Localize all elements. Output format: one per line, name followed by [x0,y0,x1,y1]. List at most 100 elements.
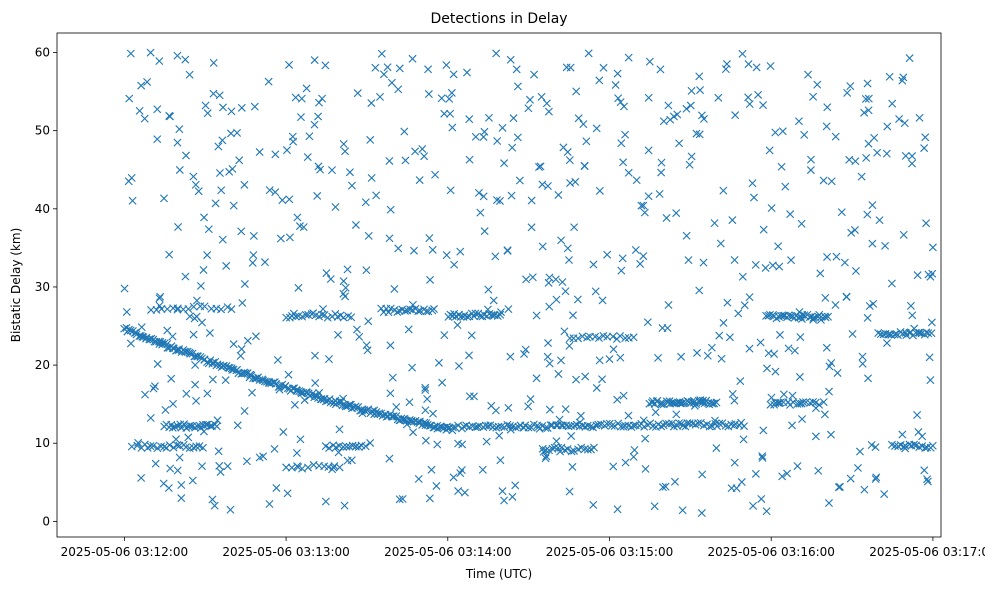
data-point [864,374,873,383]
data-point [321,497,330,506]
data-point [885,72,894,81]
data-point [351,442,360,451]
data-point [160,194,169,203]
data-point [322,269,331,278]
data-point [182,389,191,398]
data-point [532,311,541,320]
data-point [923,475,932,484]
data-point [421,383,430,392]
data-point [394,85,403,94]
data-point [883,122,892,131]
data-point [465,155,474,164]
data-point [364,317,373,326]
data-point [796,333,805,342]
data-point [572,87,581,96]
data-point [595,356,604,365]
data-point [915,113,924,122]
data-point [610,422,619,431]
data-point [851,266,860,275]
data-point [678,506,687,515]
data-point [314,112,323,121]
data-point [225,167,234,176]
data-point [637,201,646,210]
data-point [639,416,648,425]
y-tick-label: 50 [35,124,50,138]
data-point [153,105,162,114]
data-point [362,341,371,350]
data-point [793,462,802,471]
data-point [351,220,360,229]
data-point [165,441,174,450]
data-point [707,343,716,352]
data-point [541,454,550,463]
data-point [728,390,737,398]
data-point [408,300,417,309]
data-point [237,103,246,112]
data-point [831,132,840,141]
x-tick-label: 2025-05-06 03:13:00 [222,545,349,559]
data-point [880,490,889,499]
data-point [565,334,574,343]
data-point [440,109,449,118]
data-point [578,332,587,341]
data-point [659,117,668,126]
data-point [453,321,462,330]
data-point [386,205,395,214]
data-point [727,484,736,493]
data-point [384,308,393,317]
data-point [214,142,223,151]
data-point [358,409,367,418]
data-point [710,219,719,228]
data-point [151,459,160,468]
data-point [881,241,890,250]
data-point [341,292,350,301]
data-point [603,250,612,259]
data-point [515,176,524,185]
data-point [474,188,483,197]
data-point [376,92,385,101]
data-point [589,443,598,452]
data-point [693,348,702,357]
data-point [326,398,335,407]
data-point [511,423,520,432]
data-point [175,125,184,134]
data-point [224,363,233,372]
data-point [211,199,220,208]
data-point [386,341,395,350]
data-point [478,465,487,474]
data-point [716,239,725,248]
data-point [137,323,146,332]
data-point [325,444,334,453]
data-point [657,158,666,167]
data-point [589,500,598,509]
data-point [568,462,577,471]
data-point [339,313,348,322]
data-point [731,111,740,120]
data-point [672,209,681,218]
data-point [595,76,604,85]
data-point [449,70,458,79]
data-point [613,505,622,514]
data-point [155,340,164,349]
data-point [471,132,480,141]
data-point [598,296,607,305]
data-point [229,201,238,210]
data-point [469,392,478,401]
data-point [608,332,617,341]
data-point [561,446,570,455]
data-point [910,324,919,333]
data-point [532,374,541,383]
data-point [442,61,451,70]
data-point [696,86,705,95]
data-point [823,103,832,112]
data-point [762,507,771,516]
data-point [402,420,411,429]
data-point [806,166,815,175]
data-point [511,481,520,490]
data-point [582,137,591,146]
data-point [740,301,749,310]
data-point [592,383,601,392]
data-point [372,191,381,200]
data-point [749,193,758,202]
data-point [908,159,917,168]
